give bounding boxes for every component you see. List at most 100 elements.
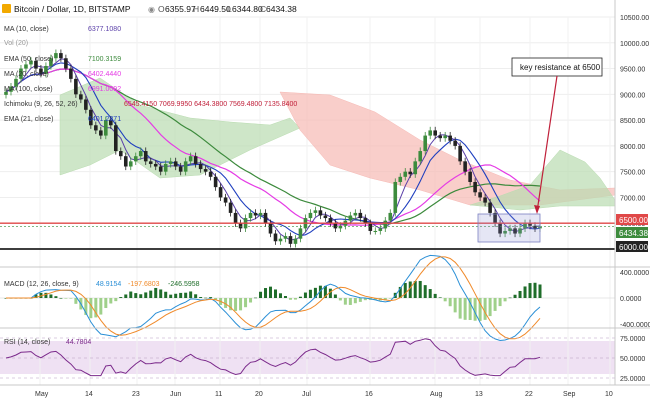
- indicator-ma20-label[interactable]: MA (20, close): [4, 71, 49, 78]
- candle-body: [483, 197, 487, 203]
- macd-hist-bar: [164, 291, 168, 298]
- macd-hist-bar: [453, 298, 457, 313]
- macd-hist-bar: [134, 293, 138, 298]
- candle-body: [173, 161, 178, 167]
- candle-body: [118, 151, 123, 157]
- ohlc-label-low: L: [227, 4, 232, 14]
- macd-hist-bar: [303, 292, 307, 298]
- candle-body: [508, 228, 512, 231]
- x-tick-label: May: [35, 391, 49, 398]
- rsi-value: 44.7804: [66, 339, 91, 346]
- macd-hist-bar: [69, 298, 73, 299]
- x-tick-label: 10: [605, 391, 613, 398]
- bitcoin-logo-icon: [2, 4, 11, 13]
- macd-hist-bar: [174, 293, 178, 298]
- indicator-ichimoku-label[interactable]: Ichimoku (9, 26, 52, 26): [4, 101, 78, 108]
- candle-body: [59, 53, 63, 59]
- candle-body: [478, 192, 482, 198]
- macd-hist-bar: [513, 294, 517, 298]
- macd-hist-bar: [244, 298, 248, 308]
- macd-signal-value: -197.6803: [128, 281, 160, 288]
- ohlc-label-open: O: [158, 4, 165, 14]
- candle-body: [273, 233, 278, 242]
- x-tick-label: 16: [365, 391, 373, 398]
- last-price-tag: [616, 227, 648, 238]
- macd-hist-bar: [214, 298, 218, 301]
- x-tick-label: 20: [255, 391, 263, 398]
- macd-hist-bar: [463, 298, 467, 320]
- macd-hist-bar: [154, 287, 158, 298]
- rsi-plot: 75.0000 50.0000 25.0000: [0, 336, 645, 383]
- macd-hist-bar: [343, 298, 347, 305]
- macd-hist-bar: [94, 298, 98, 318]
- candle-body: [4, 91, 8, 95]
- candle-body: [268, 223, 273, 234]
- ichimoku-cloud: [59, 77, 616, 211]
- eye-icon[interactable]: ◉: [148, 5, 155, 14]
- candle-body: [413, 161, 418, 175]
- indicator-vol-label[interactable]: Vol (20): [4, 40, 28, 47]
- candle-body: [193, 156, 198, 164]
- macd-hist-bar: [293, 298, 297, 300]
- macd-hist-bar: [159, 289, 163, 298]
- indicator-ema50-label[interactable]: EMA (50, close): [4, 56, 53, 63]
- y-tick-label: 7000.00: [620, 195, 645, 202]
- candle-body: [278, 238, 283, 242]
- macd-hist-bar: [129, 291, 133, 298]
- y-tick-label: 8500.00: [620, 118, 645, 125]
- macd-hist-bar: [288, 298, 292, 300]
- annotation-text: key resistance at 6500: [520, 63, 601, 72]
- candle-body: [293, 238, 298, 244]
- candle-body: [463, 161, 467, 172]
- candle-body: [518, 228, 522, 234]
- candle-body: [238, 223, 243, 229]
- macd-hist-bar: [239, 298, 243, 311]
- candle-body: [458, 145, 462, 162]
- macd-hist-bar: [229, 298, 233, 311]
- candle-body: [84, 99, 88, 110]
- macd-hist-bar: [308, 289, 312, 298]
- y-tick-label: 8000.00: [620, 144, 645, 151]
- macd-hist-bar: [269, 286, 273, 298]
- macd-hist-bar: [254, 297, 258, 299]
- candle-body: [54, 53, 58, 59]
- indicator-ma20-value: 6402.4440: [88, 71, 121, 78]
- consolidation-box: [477, 213, 541, 243]
- indicator-ema21-label[interactable]: EMA (21, close): [4, 116, 53, 123]
- macd-hist-value: -246.5958: [168, 281, 200, 288]
- indicator-ma100-label[interactable]: MA (100, close): [4, 86, 53, 93]
- macd-hist-bar: [458, 298, 462, 319]
- macd-label[interactable]: MACD (12, 26, close, 9): [4, 281, 79, 288]
- ohlc-open: 6355.97: [165, 4, 196, 14]
- cloud-band: [469, 149, 616, 211]
- indicator-ma10-label[interactable]: MA (10, close): [4, 26, 49, 33]
- indicator-ema21-value: 6401.2871: [88, 116, 121, 123]
- indicator-legend[interactable]: MA (10, close) 6377.1080 Vol (20) EMA (5…: [4, 26, 297, 123]
- macd-hist-bar: [383, 298, 387, 301]
- macd-hist-bar: [194, 294, 198, 298]
- rsi-label[interactable]: RSI (14, close): [4, 339, 50, 346]
- y-tick-label: 10000.00: [620, 41, 649, 48]
- macd-hist-bar: [468, 298, 472, 321]
- macd-hist-bar: [473, 298, 477, 321]
- macd-hist-bar: [189, 291, 193, 298]
- candle-body: [208, 171, 213, 177]
- macd-hist-bar: [538, 284, 542, 298]
- time-axis[interactable]: May 14 23 Jun 11 20 Jul 16 Aug 13 22 Sep 10: [35, 391, 613, 398]
- candle-body: [318, 210, 323, 216]
- candle-body: [533, 225, 537, 229]
- candle-body: [313, 210, 318, 213]
- candle-body: [99, 130, 103, 136]
- macd-hist-bar: [478, 298, 482, 321]
- candle-body: [368, 223, 373, 231]
- candles: [4, 49, 542, 248]
- rsi-tick-label: 50.0000: [620, 356, 645, 363]
- macd-hist-bar: [283, 296, 287, 298]
- macd-hist-bar: [398, 286, 402, 298]
- candle-body: [24, 64, 28, 69]
- macd-hist-bar: [49, 294, 53, 298]
- macd-hist-bar: [498, 298, 502, 307]
- candle-body: [64, 58, 68, 69]
- candle-body: [203, 169, 208, 172]
